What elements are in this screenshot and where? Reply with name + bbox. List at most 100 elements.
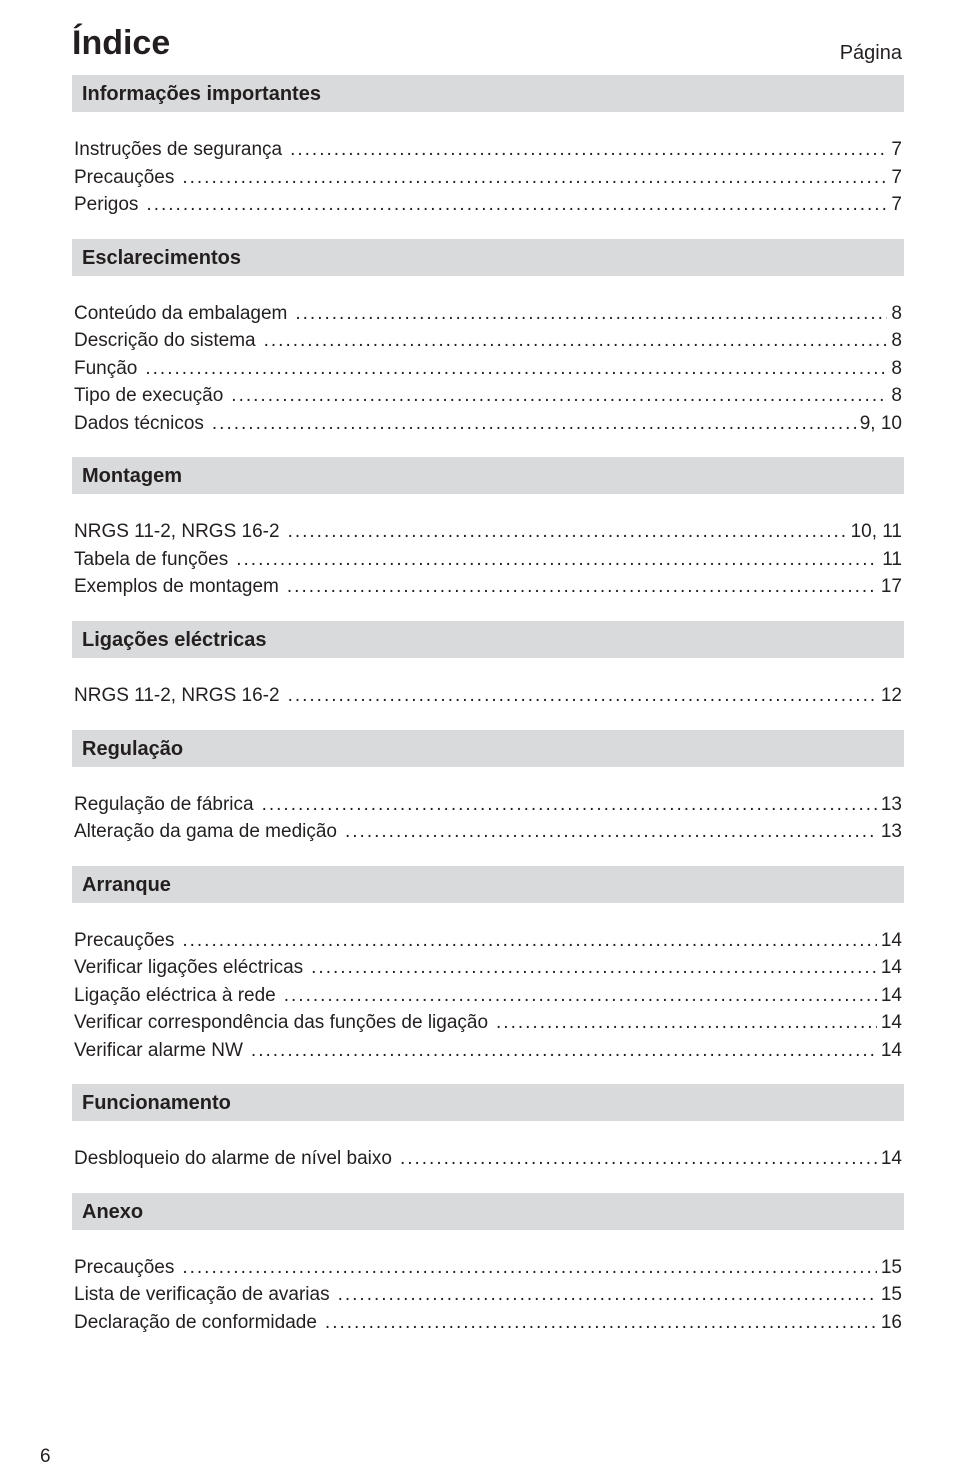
page-title: Índice [72,24,904,63]
toc-item-label: Regulação de fábrica [74,791,254,819]
toc-item-label: Desbloqueio do alarme de nível baixo [74,1145,392,1173]
toc-item-label: Instruções de segurança [74,136,282,164]
toc-item-page: 7 [891,191,902,219]
toc-item: Perigos.................................… [74,191,902,219]
toc-item: Tabela de funções.......................… [74,546,902,574]
section-heading: Informações importantes [72,75,904,112]
toc-item: Declaração de conformidade..............… [74,1309,902,1337]
toc-item-page: 11 [882,546,902,574]
section-heading: Ligações eléctricas [72,621,904,658]
toc-section: EsclarecimentosConteúdo da embalagem....… [72,239,904,438]
toc-section: Funcionamento Desbloqueio do alarme de ní… [72,1084,904,1173]
toc-item-page: 8 [891,382,902,410]
toc-item: Precauções..............................… [74,927,902,955]
toc-leader-dots: ........................................… [396,1145,877,1173]
toc-leader-dots: ........................................… [141,355,887,383]
toc-item-page: 10, 11 [851,518,902,546]
toc-item-label: Função [74,355,137,383]
toc-item-page: 8 [891,327,902,355]
toc-list: Desbloqueio do alarme de nível baixo....… [72,1145,904,1173]
toc-item-page: 12 [881,682,902,710]
toc-item-page: 7 [891,164,902,192]
toc-leader-dots: ........................................… [284,682,877,710]
toc-leader-dots: ........................................… [334,1281,877,1309]
section-heading: Arranque [72,866,904,903]
toc-section: MontagemNRGS 11-2, NRGS 16-2............… [72,457,904,601]
toc-list: Conteúdo da embalagem...................… [72,300,904,438]
toc-item: Regulação de fábrica....................… [74,791,902,819]
toc-item: Conteúdo da embalagem...................… [74,300,902,328]
toc-item-label: Precauções [74,927,174,955]
page-column-label: Página [840,42,902,65]
toc-item-page: 7 [891,136,902,164]
toc-item-page: 14 [881,1145,902,1173]
toc-leader-dots: ........................................… [258,791,877,819]
toc-section: Anexo Precauções.........................… [72,1193,904,1337]
toc-item-page: 15 [881,1254,902,1282]
toc-item-label: Verificar correspondência das funções de… [74,1009,488,1037]
toc-item: Precauções..............................… [74,1254,902,1282]
toc-leader-dots: ........................................… [260,327,888,355]
toc-item-label: Declaração de conformidade [74,1309,317,1337]
toc-container: Informações importantes Instruções de seg… [72,75,904,1337]
toc-item-label: Alteração da gama de medição [74,818,337,846]
toc-leader-dots: ........................................… [341,818,877,846]
toc-leader-dots: ........................................… [178,164,887,192]
toc-leader-dots: ........................................… [208,410,856,438]
toc-item: Desbloqueio do alarme de nível baixo....… [74,1145,902,1173]
section-heading: Anexo [72,1193,904,1230]
toc-list: Instruções de segurança.................… [72,136,904,219]
toc-item-label: Ligação eléctrica à rede [74,982,276,1010]
section-heading: Regulação [72,730,904,767]
toc-item-label: NRGS 11-2, NRGS 16-2 [74,518,280,546]
toc-leader-dots: ........................................… [142,191,887,219]
toc-item: Lista de verificação de avarias.........… [74,1281,902,1309]
toc-list: Regulação de fábrica....................… [72,791,904,846]
section-heading: Funcionamento [72,1084,904,1121]
toc-item: Instruções de segurança.................… [74,136,902,164]
toc-item: Dados técnicos..........................… [74,410,902,438]
toc-item-page: 13 [881,818,902,846]
toc-list: NRGS 11-2, NRGS 16-2....................… [72,518,904,601]
toc-item-label: Tabela de funções [74,546,228,574]
toc-item: Função..................................… [74,355,902,383]
toc-item-page: 14 [881,927,902,955]
toc-leader-dots: ........................................… [178,927,877,955]
toc-item: NRGS 11-2, NRGS 16-2....................… [74,518,902,546]
toc-item-label: Perigos [74,191,138,219]
toc-leader-dots: ........................................… [227,382,887,410]
toc-item-label: Tipo de execução [74,382,223,410]
toc-section: Informações importantes Instruções de seg… [72,75,904,219]
toc-leader-dots: ........................................… [492,1009,877,1037]
toc-leader-dots: ........................................… [283,573,877,601]
toc-item-page: 9, 10 [860,410,902,438]
toc-item: Ligação eléctrica à rede................… [74,982,902,1010]
toc-item-label: Conteúdo da embalagem [74,300,287,328]
toc-section: Arranque Precauções......................… [72,866,904,1065]
toc-list: Precauções..............................… [72,927,904,1065]
toc-item-page: 8 [891,355,902,383]
toc-item-page: 13 [881,791,902,819]
toc-section: Ligações eléctricas NRGS 11-2, NRGS 16-2.… [72,621,904,710]
toc-item-label: Precauções [74,1254,174,1282]
toc-item-label: Lista de verificação de avarias [74,1281,330,1309]
toc-item-page: 14 [881,1009,902,1037]
toc-item: Descrição do sistema....................… [74,327,902,355]
toc-item: Verificar correspondência das funções de… [74,1009,902,1037]
toc-item: Tipo de execução........................… [74,382,902,410]
toc-leader-dots: ........................................… [232,546,878,574]
toc-item-page: 17 [881,573,902,601]
toc-item-label: NRGS 11-2, NRGS 16-2 [74,682,280,710]
footer-page-number: 6 [40,1446,51,1468]
toc-item: NRGS 11-2, NRGS 16-2....................… [74,682,902,710]
toc-leader-dots: ........................................… [247,1037,877,1065]
toc-section: Regulação Regulação de fábrica...........… [72,730,904,846]
toc-leader-dots: ........................................… [178,1254,877,1282]
toc-leader-dots: ........................................… [284,518,847,546]
toc-item-label: Precauções [74,164,174,192]
toc-leader-dots: ........................................… [280,982,877,1010]
toc-list: Precauções..............................… [72,1254,904,1337]
toc-item-page: 15 [881,1281,902,1309]
toc-item: Exemplos de montagem....................… [74,573,902,601]
toc-item-page: 14 [881,954,902,982]
